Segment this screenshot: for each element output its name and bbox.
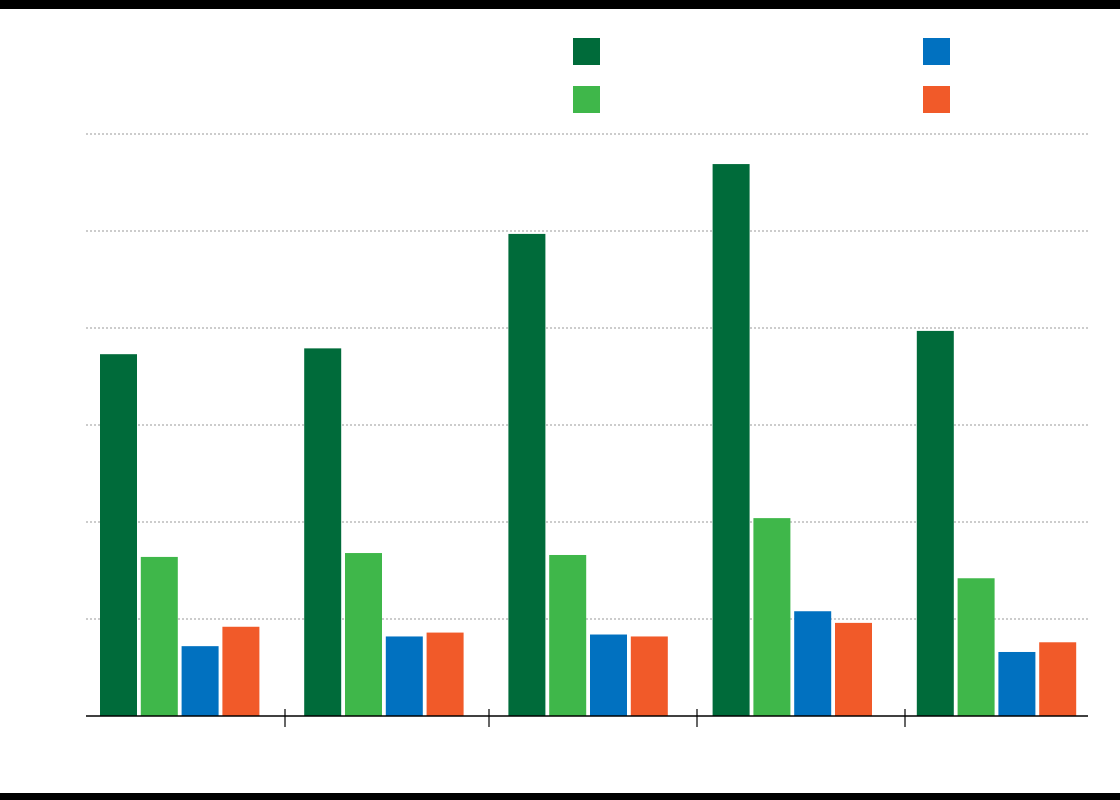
- bar: [712, 164, 750, 716]
- bars: [100, 164, 1077, 716]
- legend-swatch: [923, 86, 950, 113]
- bar: [181, 646, 219, 716]
- bar: [1039, 642, 1077, 716]
- bar-group: [100, 354, 260, 716]
- legend-item: [573, 38, 600, 65]
- bar: [385, 636, 423, 716]
- x-axis: [86, 709, 1088, 727]
- bottom-rule: [0, 793, 1120, 800]
- bar: [140, 556, 178, 716]
- bar: [998, 651, 1036, 716]
- bar-group: [304, 348, 464, 716]
- bar: [426, 632, 464, 716]
- bar: [590, 634, 627, 716]
- bar: [100, 354, 137, 716]
- bar-group: [712, 164, 872, 716]
- bar: [835, 622, 872, 716]
- bar: [916, 330, 954, 716]
- bar: [957, 578, 995, 716]
- gridlines: [86, 133, 1088, 620]
- bar: [222, 626, 260, 716]
- legend-swatch: [573, 86, 600, 113]
- bar: [794, 611, 832, 716]
- legend-swatch: [573, 38, 600, 65]
- legend: [573, 38, 950, 113]
- bar: [304, 348, 342, 716]
- bar-group: [508, 233, 668, 716]
- bar: [345, 553, 382, 716]
- bar: [630, 636, 668, 716]
- bar: [508, 233, 546, 716]
- bar: [753, 518, 791, 716]
- bar-group: [916, 330, 1077, 716]
- bar: [549, 554, 587, 716]
- top-rule: [0, 0, 1120, 9]
- legend-item: [923, 38, 950, 65]
- legend-item: [923, 86, 950, 113]
- legend-swatch: [923, 38, 950, 65]
- legend-item: [573, 86, 600, 113]
